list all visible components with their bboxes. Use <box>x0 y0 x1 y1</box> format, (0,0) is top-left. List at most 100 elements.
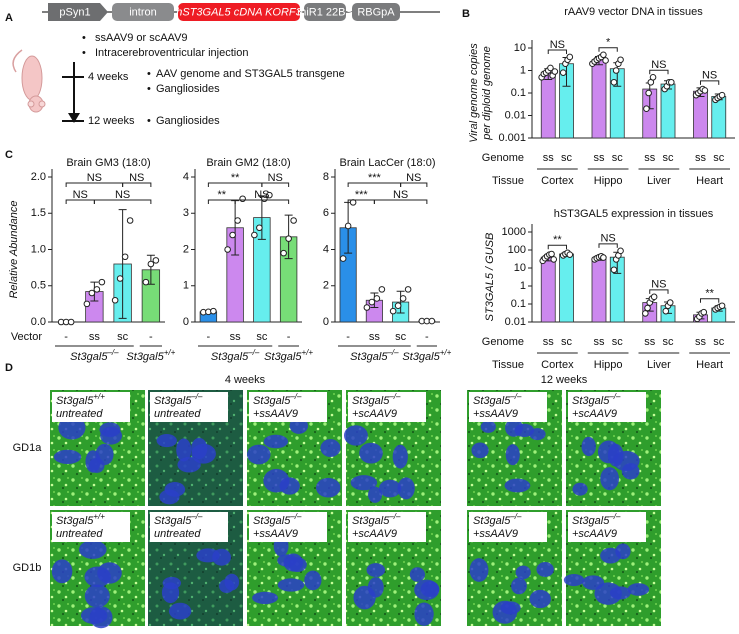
y-tick-label: 0.001 <box>498 132 526 144</box>
y-tick-label: 1 <box>520 280 526 292</box>
nucleus <box>161 582 180 604</box>
group-label: St3gal5+/+ <box>126 348 175 363</box>
data-point <box>280 249 287 257</box>
tile-label: St3gal5–/– <box>572 512 621 527</box>
nucleus <box>600 467 620 491</box>
bullet: • <box>147 115 151 127</box>
y-tick-label: 0.1 <box>511 298 526 310</box>
tile-label-box <box>249 392 327 422</box>
nucleus <box>627 583 650 596</box>
nucleus <box>304 570 322 591</box>
genome-label: ss <box>593 152 605 164</box>
significance-bracket <box>373 199 428 204</box>
x-tick-label: - <box>425 331 429 343</box>
construct-label: miR1 22BS <box>297 6 353 18</box>
data-point <box>666 299 674 306</box>
data-point <box>600 254 607 261</box>
nucleus <box>563 574 585 587</box>
genome-label: sc <box>663 152 675 164</box>
y-axis-label: Relative Abundance <box>8 200 20 298</box>
bar <box>540 256 556 323</box>
nucleus <box>504 478 531 493</box>
data-point <box>610 78 618 86</box>
row-label: Genome <box>482 152 524 164</box>
y-tick-label: 10 <box>514 262 526 274</box>
data-point <box>344 222 352 230</box>
tile-label: untreated <box>154 408 201 420</box>
significance-bracket <box>400 182 428 187</box>
data-point <box>718 302 726 310</box>
nucleus <box>350 475 378 491</box>
genome-label: ss <box>695 152 707 164</box>
data-point <box>239 195 246 203</box>
y-axis-label: ST3GAL5 / GUSB <box>484 233 496 322</box>
group-label: St3gal5+/+ <box>264 348 313 363</box>
y-tick-label: 8 <box>323 171 329 183</box>
panel-label: D <box>5 362 13 374</box>
y-tick-label: 1.5 <box>31 207 46 219</box>
panel-label: A <box>5 12 13 24</box>
data-point <box>363 304 371 311</box>
error-bar <box>396 290 405 314</box>
tissue-label: Liver <box>647 359 671 371</box>
significance-label: NS <box>550 39 565 51</box>
y-tick-label: 0.0 <box>31 316 46 328</box>
significance-label: NS <box>393 189 408 201</box>
data-point <box>256 224 263 232</box>
nucleus <box>581 436 596 457</box>
data-point <box>650 293 658 301</box>
protocol-step: Intracerebroventricular injection <box>95 47 248 59</box>
significance-bracket <box>699 80 720 85</box>
data-point <box>617 247 624 255</box>
nucleus <box>359 442 383 464</box>
tile-label: St3gal5–/– <box>572 392 621 407</box>
construct-label: RBGpA <box>357 6 395 18</box>
data-point <box>642 310 649 317</box>
y-axis-label: Viral genome copies <box>468 43 480 143</box>
bar <box>540 72 556 139</box>
significance-bracket <box>649 69 669 75</box>
nucleus <box>366 563 386 578</box>
bar <box>711 96 727 139</box>
data-point <box>126 217 134 224</box>
nucleus <box>409 567 426 582</box>
bullet: • <box>147 68 151 80</box>
group-label: St3gal5–/– <box>70 348 119 363</box>
significance-bracket <box>122 182 152 187</box>
significance-label: ** <box>217 189 226 201</box>
data-point <box>224 246 231 253</box>
x-tick-label: - <box>207 331 211 343</box>
nucleus <box>397 477 415 500</box>
significance-bracket <box>93 199 152 204</box>
chart-title: Brain LacCer (18:0) <box>340 157 436 169</box>
tile-label: +scAAV9 <box>352 528 397 540</box>
data-point <box>428 317 436 325</box>
tile-label: +scAAV9 <box>572 408 617 420</box>
construct-label: hST3GAL5 cDNA KORF3 <box>176 6 302 18</box>
data-point <box>229 231 236 239</box>
x-tick-label: sc <box>395 331 407 343</box>
data-point <box>394 302 402 309</box>
construct-element <box>48 3 108 21</box>
bullet: • <box>82 32 86 44</box>
bullet: • <box>82 47 86 59</box>
bar <box>660 83 676 139</box>
nucleus <box>168 602 192 620</box>
nucleus <box>343 425 368 446</box>
data-point <box>662 307 670 315</box>
nucleus <box>572 482 588 496</box>
nucleus <box>315 477 341 498</box>
significance-bracket <box>261 182 290 187</box>
data-point <box>266 191 273 199</box>
y-tick-label: 1 <box>520 64 526 76</box>
nucleus <box>53 449 82 465</box>
data-point <box>234 217 241 224</box>
data-point <box>88 289 96 297</box>
analysis-item: Gangliosides <box>156 83 220 95</box>
significance-label: NS <box>651 279 666 291</box>
data-point <box>389 307 397 315</box>
tile-label-box <box>52 512 130 542</box>
tissue-label: Cortex <box>541 175 574 187</box>
data-point <box>373 295 381 302</box>
tissue-label: Hippo <box>594 359 623 371</box>
